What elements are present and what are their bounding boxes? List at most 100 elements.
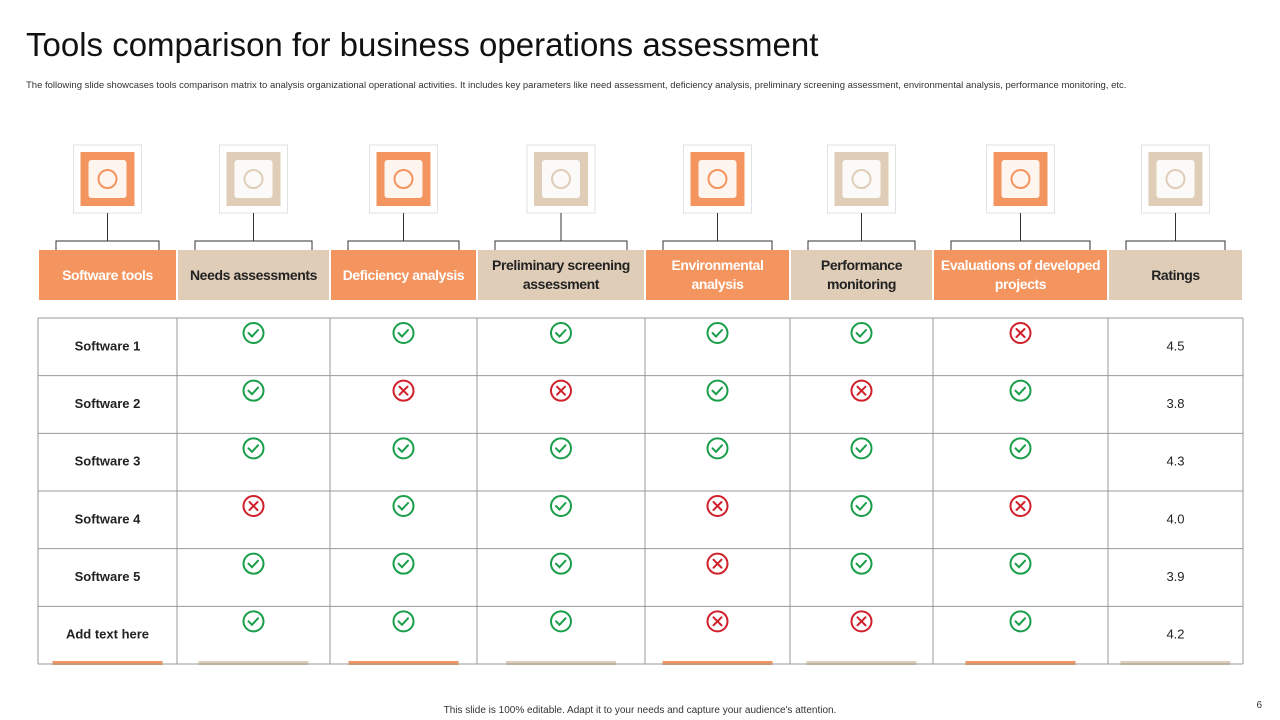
- icon-circle: [1009, 552, 1032, 575]
- icon-glyph: [851, 169, 872, 189]
- check-icon: [392, 437, 415, 460]
- icon-inner: [384, 160, 423, 198]
- icon-inner: [1001, 160, 1040, 198]
- icon-symbol: [247, 386, 259, 396]
- row-label: Software 4: [75, 511, 142, 526]
- icon-circle: [242, 437, 265, 460]
- check-icon: [550, 552, 572, 575]
- icon-symbol: [397, 329, 409, 338]
- check-icon: [242, 379, 265, 402]
- icon-inner: [698, 160, 737, 198]
- icon-circle: [392, 437, 415, 460]
- row-label: Software 5: [75, 569, 141, 584]
- check-icon: [1009, 610, 1032, 633]
- icon-symbol: [711, 329, 723, 338]
- icon-bracket: [494, 213, 628, 250]
- icon-bracket: [1125, 213, 1226, 250]
- check-icon: [1009, 379, 1032, 402]
- icon-symbol: [397, 444, 409, 454]
- column-header: Deficiency analysis: [331, 250, 476, 300]
- check-icon: [550, 437, 572, 460]
- bottom-accent: [662, 661, 773, 665]
- icon-symbol: [247, 329, 259, 338]
- icon-circle: [242, 610, 265, 633]
- icon-symbol: [855, 444, 867, 454]
- icon-symbol: [555, 502, 567, 511]
- bottom-accent: [52, 661, 163, 665]
- icon-circle: [392, 610, 415, 633]
- row-label: Software 3: [75, 454, 141, 469]
- check-icon: [392, 610, 415, 633]
- icon-symbol: [1014, 617, 1026, 627]
- check-icon: [706, 437, 729, 460]
- column-header: Evaluations of developed projects: [934, 250, 1107, 300]
- icon-inner: [88, 160, 127, 198]
- column-header: Environmental analysis: [646, 250, 789, 300]
- icon-inner: [842, 160, 881, 198]
- icon-circle: [550, 552, 572, 575]
- icon-symbol: [1015, 328, 1026, 338]
- icon-glyph: [707, 169, 728, 189]
- icon-circle: [706, 437, 729, 460]
- icon-bracket: [950, 213, 1091, 250]
- cross-icon: [706, 495, 729, 517]
- icon-symbol: [247, 444, 259, 454]
- rating: 4.0: [1166, 511, 1184, 526]
- row-label: Add text here: [66, 627, 149, 642]
- cross-icon: [850, 610, 873, 633]
- cross-icon: [1009, 495, 1032, 517]
- icon-circle: [1009, 610, 1032, 633]
- bottom-accent: [1120, 661, 1231, 665]
- icon-symbol: [1014, 386, 1026, 396]
- icon-circle: [550, 437, 572, 460]
- icon-inner: [542, 160, 580, 198]
- footer: This slide is 100% editable. Adapt it to…: [443, 705, 837, 716]
- bottom-accent: [806, 661, 917, 665]
- icon-symbol: [555, 329, 567, 338]
- title: Tools comparison for business operations…: [26, 26, 819, 63]
- cross-icon: [550, 379, 572, 402]
- column-header: Software tools: [39, 250, 176, 300]
- cross-icon: [706, 610, 729, 633]
- subtitle: The following slide showcases tools comp…: [26, 80, 1127, 91]
- check-icon: [850, 495, 873, 517]
- row-label: Software 2: [75, 396, 141, 411]
- check-icon: [706, 379, 729, 402]
- cross-icon: [850, 379, 873, 402]
- icon-circle: [1009, 437, 1032, 460]
- icon-symbol: [397, 617, 409, 627]
- cross-icon: [242, 495, 265, 517]
- icon-circle: [550, 322, 572, 344]
- column-header: Ratings: [1109, 250, 1242, 300]
- check-icon: [850, 322, 873, 344]
- row-label: Software 1: [75, 338, 141, 353]
- icon-glyph: [393, 169, 414, 189]
- icon-circle: [706, 379, 729, 402]
- icon-symbol: [248, 501, 259, 511]
- icon-symbol: [1014, 559, 1026, 569]
- column-header: Performance monitoring: [791, 250, 932, 300]
- icon-symbol: [711, 386, 723, 396]
- icon-circle: [706, 322, 729, 344]
- icon-bracket: [662, 213, 773, 250]
- icon-circle: [392, 552, 415, 575]
- icon-symbol: [856, 385, 867, 396]
- check-icon: [550, 610, 572, 633]
- check-icon: [242, 437, 265, 460]
- icon-bracket: [807, 213, 916, 250]
- icon-glyph: [97, 169, 118, 189]
- rating: 3.8: [1166, 396, 1184, 411]
- icon-symbol: [712, 616, 723, 627]
- icon-symbol: [856, 616, 867, 627]
- bottom-accent: [965, 661, 1076, 665]
- icon-symbol: [555, 559, 567, 569]
- icon-symbol: [855, 329, 867, 338]
- icon-symbol: [555, 617, 567, 627]
- page-number: 6: [1256, 700, 1262, 711]
- icon-circle: [850, 322, 873, 344]
- check-icon: [850, 437, 873, 460]
- icon-symbol: [247, 617, 259, 627]
- icon-circle: [392, 322, 415, 344]
- icon-circle: [1009, 379, 1032, 402]
- icon-circle: [850, 495, 873, 517]
